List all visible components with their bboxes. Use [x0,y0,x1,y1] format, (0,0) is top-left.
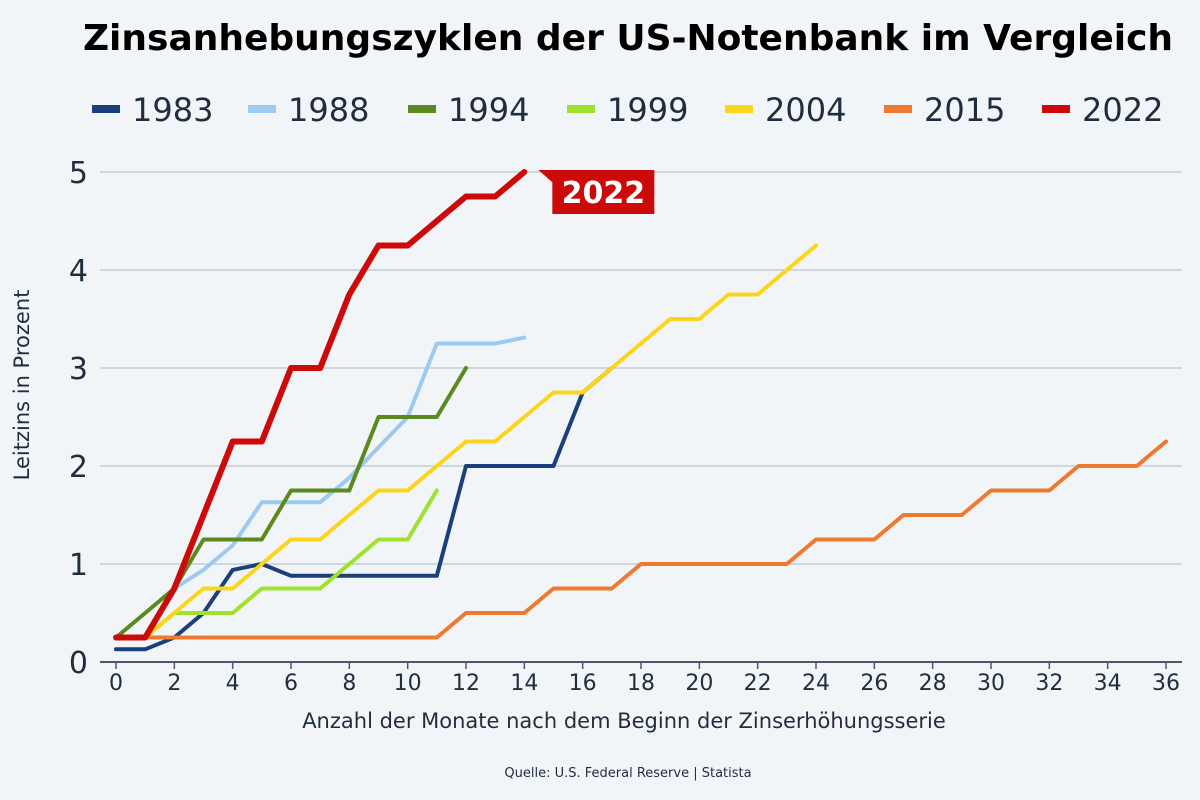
legend-swatch-2015 [884,105,912,113]
x-tick-label: 10 [394,671,422,696]
x-tick-label: 6 [284,671,298,696]
y-axis-ticks: 0 1 2 3 4 5 [69,156,88,681]
x-tick-label: 30 [977,671,1005,696]
source-note: Quelle: U.S. Federal Reserve | Statista [504,766,751,781]
legend-swatch-1983 [92,105,120,113]
legend-label-2022: 2022 [1082,91,1163,129]
x-tick-label: 8 [342,671,356,696]
legend-swatch-2004 [725,105,753,113]
x-tick-label: 34 [1094,671,1122,696]
y-tick-label: 5 [69,156,88,191]
legend-label-1983: 1983 [132,91,213,129]
y-tick-label: 4 [69,254,88,289]
y-tick-label: 3 [69,352,88,387]
x-tick-label: 32 [1035,671,1063,696]
legend-label-2004: 2004 [765,91,846,129]
y-axis-label: Leitzins in Prozent [10,290,34,481]
callout-label: 2022 [562,176,646,211]
legend-swatch-2022 [1042,105,1070,113]
x-tick-label: 26 [860,671,888,696]
x-tick-label: 14 [510,671,538,696]
x-tick-label: 4 [226,671,240,696]
series-line-2022 [113,169,528,641]
callout-2022: 2022 [538,170,655,214]
y-tick-label: 2 [69,450,88,485]
x-tick-label: 2 [167,671,181,696]
x-tick-label: 28 [919,671,947,696]
legend: 1983 1988 1994 1999 2004 2015 2022 [92,91,1163,129]
callout-box [552,170,655,214]
series-line-2004 [114,243,818,640]
legend-swatch-1999 [567,105,595,113]
legend-label-1988: 1988 [288,91,369,129]
x-tick-label: 18 [627,671,655,696]
chart-title: Zinsanhebungszyklen der US-Notenbank im … [83,18,1173,59]
x-tick-label: 24 [802,671,830,696]
y-tick-label: 1 [69,548,88,583]
legend-swatch-1994 [408,105,436,113]
x-tick-label: 16 [569,671,597,696]
x-tick-label: 36 [1152,671,1180,696]
legend-label-2015: 2015 [924,91,1005,129]
series-line-1983 [114,366,614,652]
series-lines [113,169,1168,652]
x-tick-label: 12 [452,671,480,696]
x-tick-label: 0 [109,671,123,696]
y-tick-label: 0 [69,646,88,681]
legend-label-1999: 1999 [607,91,688,129]
x-tick-label: 20 [685,671,713,696]
callout-pointer [538,170,555,184]
series-line-2015 [114,439,1168,640]
x-axis-ticks: 0 2 4 6 8 10 12 14 16 18 20 22 24 26 28 30 32 34 36 [109,662,1180,696]
x-axis-label: Anzahl der Monate nach dem Beginn der Zi… [302,709,946,733]
x-tick-label: 22 [744,671,772,696]
legend-label-1994: 1994 [448,91,529,129]
legend-swatch-1988 [248,105,276,113]
series-line-1988 [114,335,527,640]
